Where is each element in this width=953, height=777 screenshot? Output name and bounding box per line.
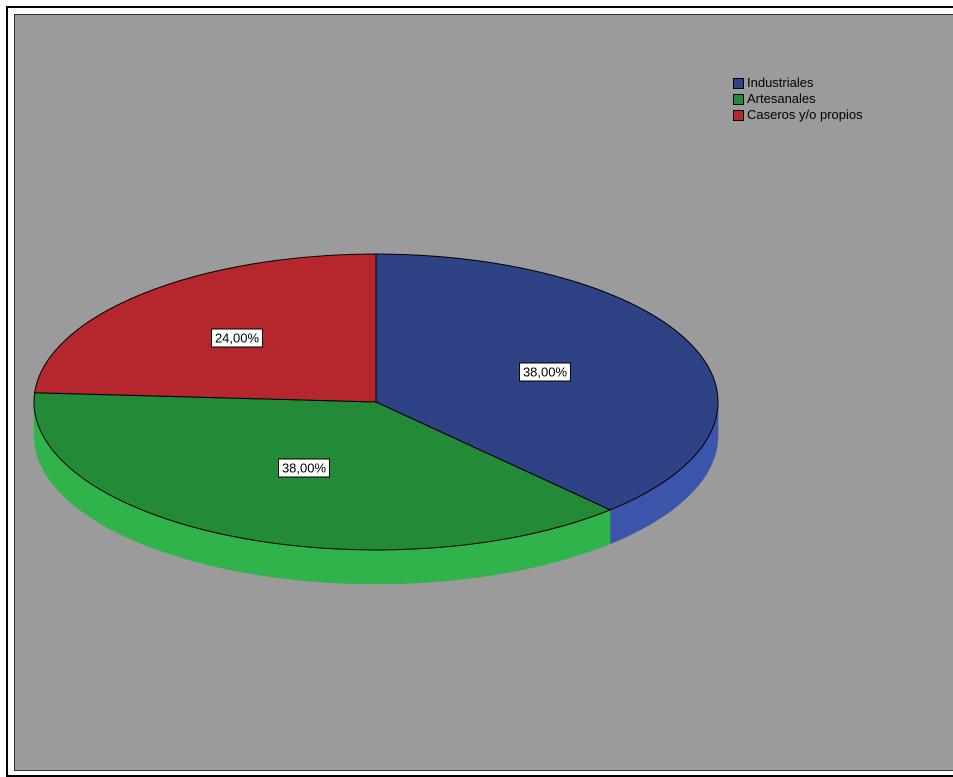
- legend-swatch: [733, 77, 744, 89]
- legend-swatch: [733, 109, 744, 121]
- legend-label: Industriales: [747, 75, 814, 90]
- plot-area: Industriales Artesanales Caseros y/o pro…: [14, 14, 953, 771]
- chart-frame: Industriales Artesanales Caseros y/o pro…: [6, 6, 953, 777]
- pie-slice-industriales: [375, 253, 719, 511]
- data-label-industriales: 38,00%: [518, 362, 572, 382]
- data-label-artesanales: 38,00%: [277, 458, 331, 478]
- data-label-caseros: 24,00%: [210, 328, 264, 348]
- legend: Industriales Artesanales Caseros y/o pro…: [733, 75, 863, 123]
- pie-chart: [33, 253, 719, 585]
- legend-item-caseros: Caseros y/o propios: [733, 107, 863, 123]
- legend-item-industriales: Industriales: [733, 75, 863, 91]
- legend-label: Artesanales: [747, 91, 816, 106]
- legend-swatch: [733, 93, 744, 105]
- legend-label: Caseros y/o propios: [747, 107, 863, 122]
- pie-slice-caseros-y-o-propios: [34, 253, 377, 403]
- legend-item-artesanales: Artesanales: [733, 91, 863, 107]
